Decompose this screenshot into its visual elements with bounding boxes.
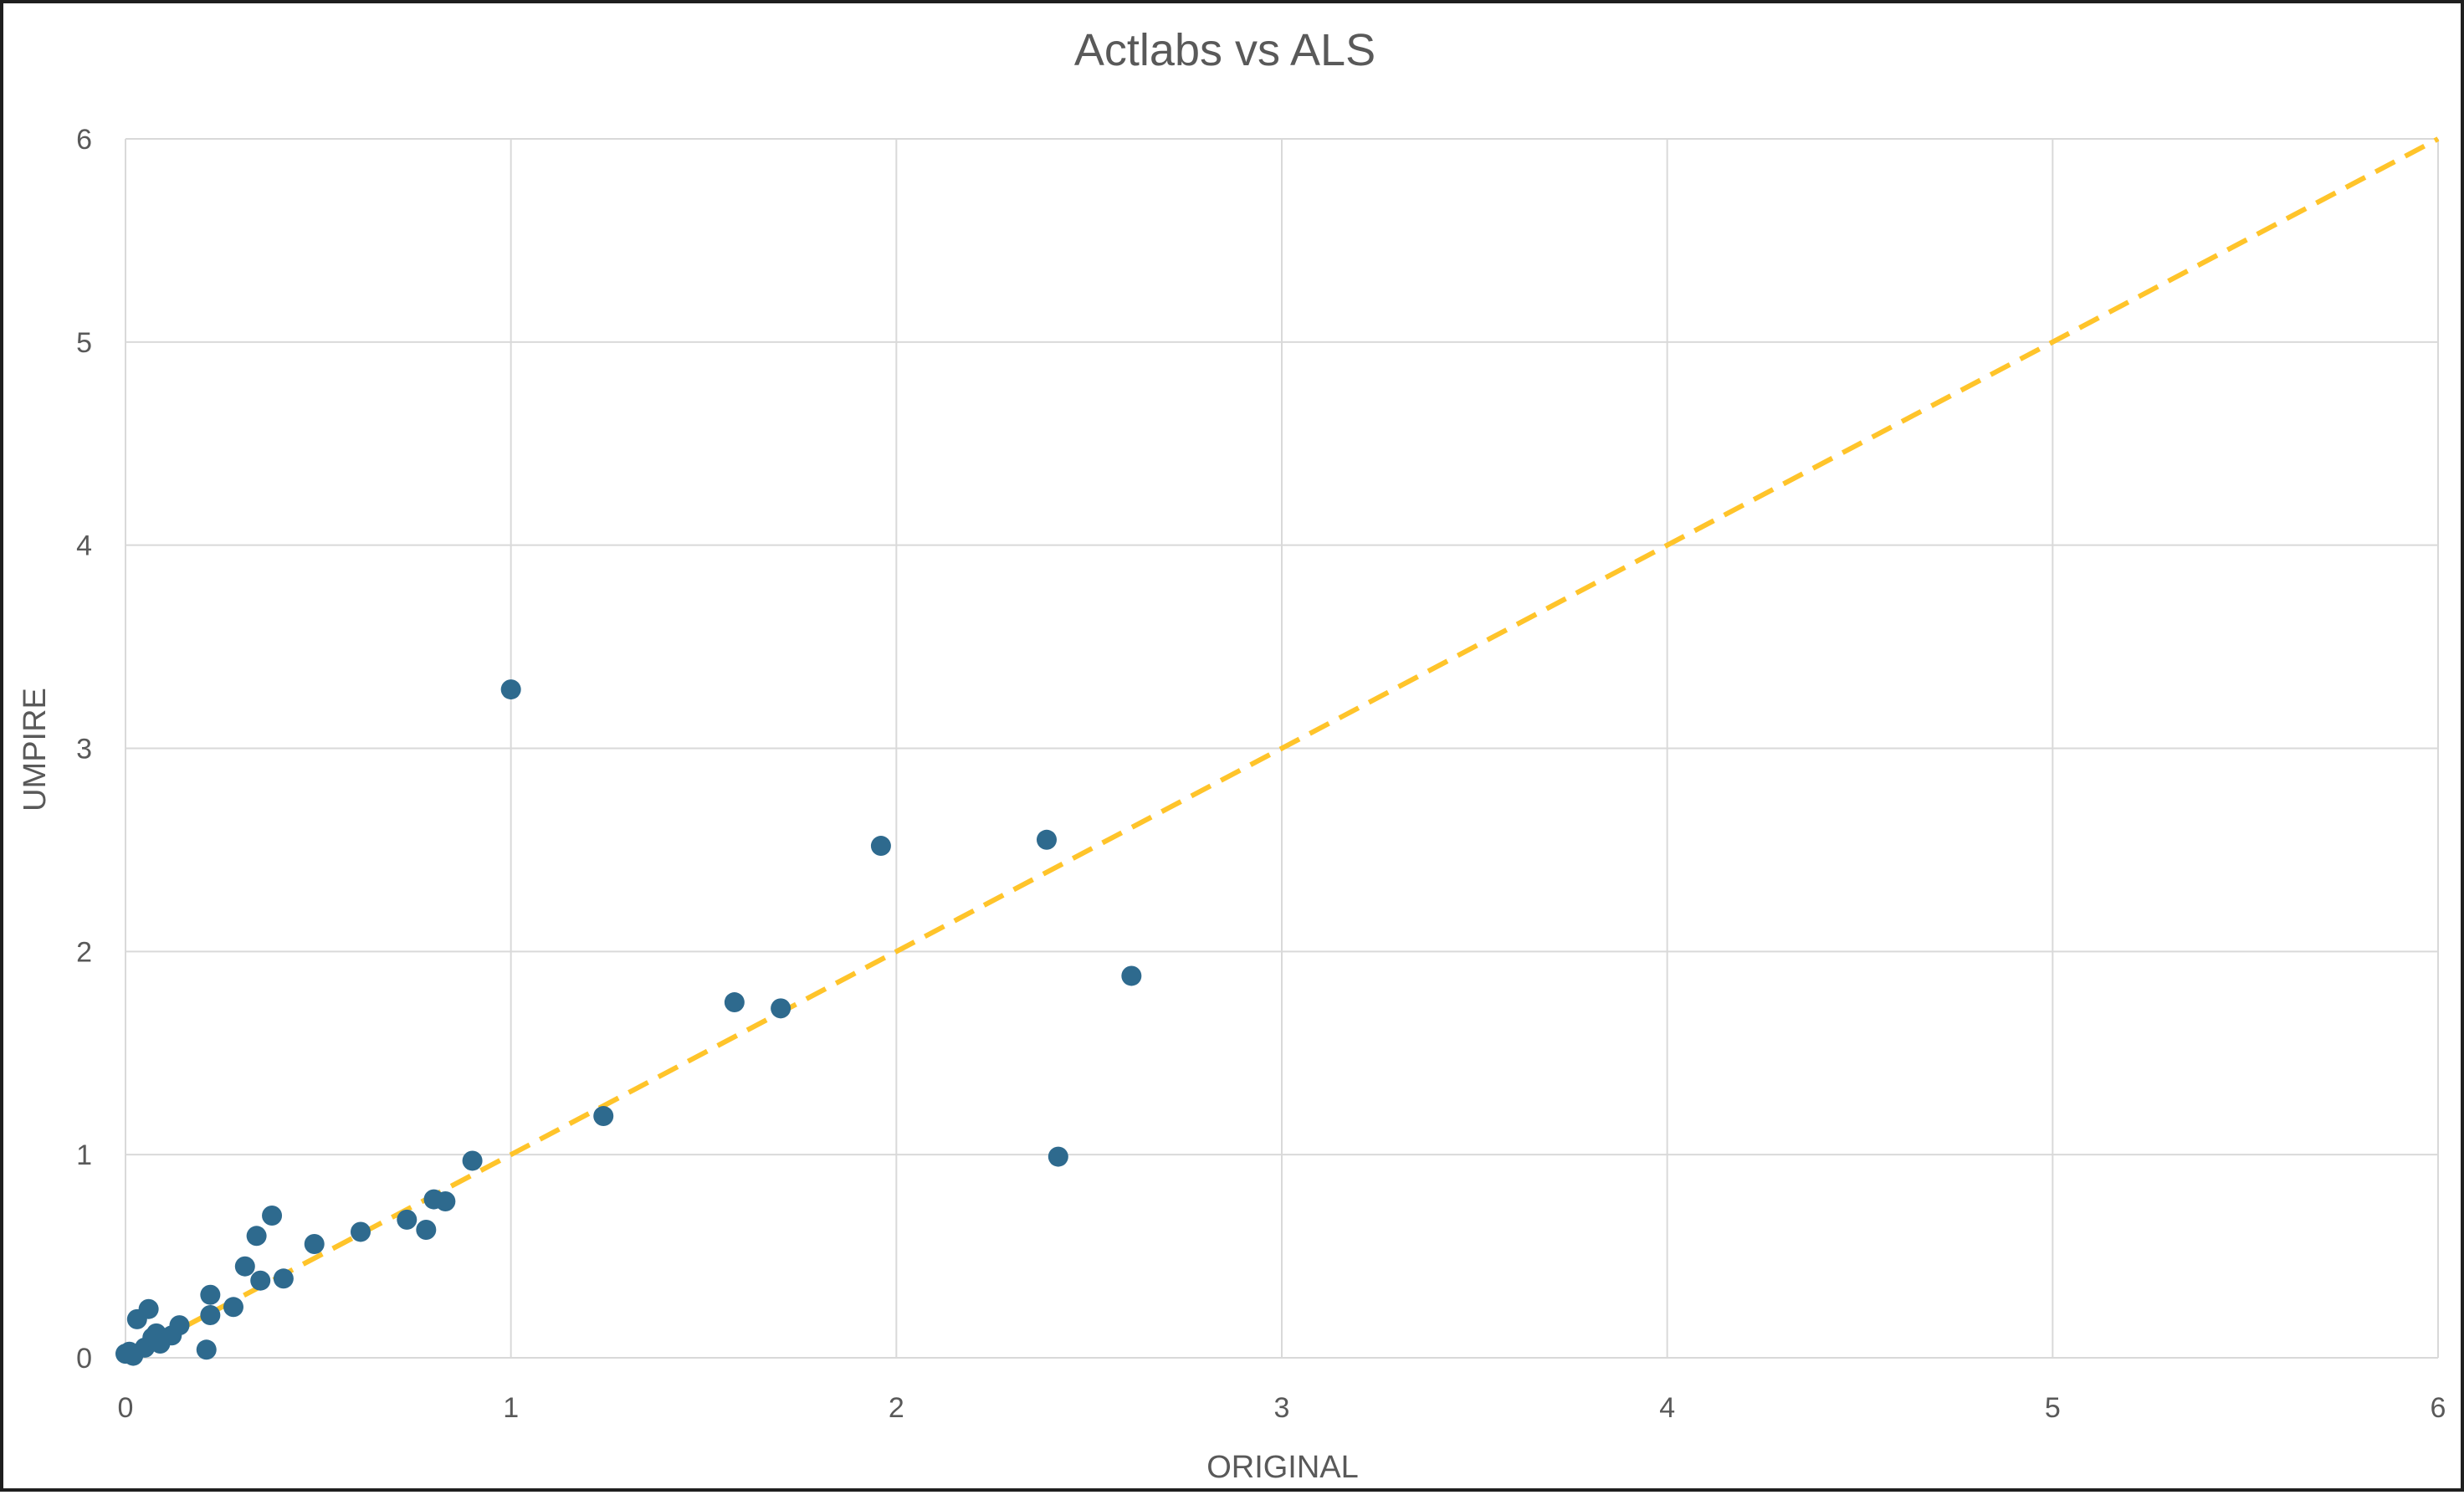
data-point	[273, 1268, 294, 1289]
reference-line-layer	[124, 136, 2440, 1360]
data-point	[234, 1256, 255, 1277]
data-point	[304, 1234, 325, 1255]
y-tick-label: 2	[76, 936, 92, 968]
y-tick-label: 1	[76, 1139, 92, 1171]
axis-tick-labels: 0 1 2 3 4 5 6 0 1 2 3 4 5 6	[76, 124, 2446, 1424]
data-point	[462, 1150, 483, 1171]
data-point	[435, 1191, 456, 1212]
data-point	[250, 1270, 271, 1291]
chart-title: Actlabs vs ALS	[1074, 25, 1375, 75]
data-point	[724, 992, 745, 1013]
data-point	[169, 1315, 190, 1336]
data-points	[115, 679, 1142, 1366]
data-point	[138, 1298, 159, 1319]
y-tick-label: 3	[76, 734, 92, 765]
data-point	[416, 1220, 437, 1241]
x-axis-title: ORIGINAL	[1206, 1450, 1359, 1485]
data-point	[246, 1226, 267, 1247]
data-point	[262, 1206, 283, 1226]
x-tick-label: 5	[2045, 1392, 2061, 1424]
data-point	[1036, 829, 1057, 850]
data-point	[200, 1305, 221, 1326]
y-tick-label: 6	[76, 124, 92, 156]
y-tick-label: 5	[76, 327, 92, 359]
x-tick-label: 2	[889, 1392, 904, 1424]
data-point	[351, 1221, 371, 1242]
data-point	[1048, 1146, 1068, 1167]
x-tick-label: 3	[1274, 1392, 1290, 1424]
scatter-chart: Actlabs vs ALS 0 1 2 3 4 5 6 0 1 2 3 4 5 6 ORIGINAL U…	[18, 25, 2446, 1485]
x-tick-label: 0	[118, 1392, 134, 1424]
x-tick-label: 4	[1659, 1392, 1675, 1424]
data-point	[500, 679, 521, 700]
data-point	[771, 998, 791, 1019]
data-point	[593, 1106, 614, 1127]
data-point	[223, 1297, 243, 1318]
data-point	[870, 836, 891, 857]
data-point	[200, 1284, 221, 1305]
y-tick-label: 0	[76, 1343, 92, 1375]
x-tick-label: 6	[2431, 1392, 2446, 1424]
data-point	[1121, 965, 1142, 986]
x-tick-label: 1	[503, 1392, 519, 1424]
reference-line	[124, 136, 2440, 1360]
y-tick-label: 4	[76, 530, 92, 562]
data-point	[397, 1209, 417, 1230]
y-axis-title: UMPIRE	[18, 688, 53, 811]
data-point	[196, 1339, 217, 1360]
